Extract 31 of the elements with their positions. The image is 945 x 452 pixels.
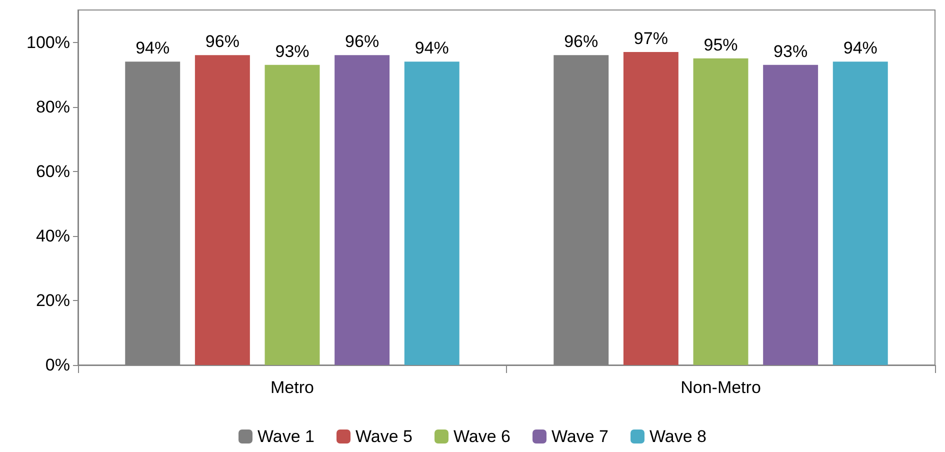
data-label: 97% <box>634 28 668 48</box>
legend-label: Wave 6 <box>454 427 511 446</box>
data-label: 94% <box>136 38 170 58</box>
legend-label: Wave 8 <box>650 427 707 446</box>
bar <box>693 58 748 365</box>
legend-label: Wave 5 <box>356 427 413 446</box>
y-tick-label: 0% <box>45 356 70 374</box>
y-tick-label: 40% <box>36 226 70 246</box>
data-label: 94% <box>843 38 878 58</box>
bar <box>404 62 460 365</box>
bar <box>623 52 678 365</box>
data-label: 94% <box>414 38 449 58</box>
bar <box>832 62 888 365</box>
y-tick-label: 20% <box>36 290 70 310</box>
y-tick-label: 100% <box>26 32 70 52</box>
data-label: 95% <box>704 35 738 54</box>
legend-label: Wave 7 <box>552 427 609 446</box>
bar <box>264 64 320 365</box>
x-tick-label: Metro <box>270 378 314 397</box>
data-label: 93% <box>774 42 808 61</box>
bar <box>763 64 818 365</box>
data-label: 96% <box>345 32 380 52</box>
y-tick-label: 60% <box>36 162 70 181</box>
data-label: 93% <box>275 42 310 61</box>
y-tick-label: 80% <box>36 97 70 116</box>
data-label: 96% <box>564 32 598 52</box>
data-label: 96% <box>205 32 240 52</box>
bar <box>334 55 390 365</box>
bar <box>194 55 250 365</box>
legend-label: Wave 1 <box>257 427 315 446</box>
x-tick-label: Non-Metro <box>680 378 761 397</box>
